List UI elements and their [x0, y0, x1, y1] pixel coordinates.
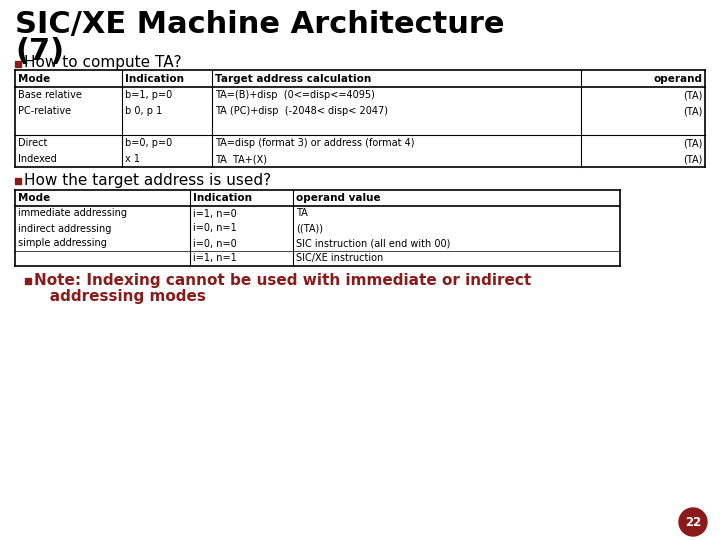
- Bar: [15, 61, 21, 67]
- Bar: [15, 178, 21, 184]
- Text: operand value: operand value: [297, 193, 381, 203]
- Text: addressing modes: addressing modes: [34, 288, 206, 303]
- Text: SIC/XE Machine Architecture: SIC/XE Machine Architecture: [15, 10, 505, 39]
- Text: TA: TA: [297, 208, 308, 219]
- Text: Indication: Indication: [125, 73, 184, 84]
- Text: i=1, n=1: i=1, n=1: [194, 253, 237, 264]
- Text: (TA): (TA): [683, 154, 702, 164]
- Text: b=0, p=0: b=0, p=0: [125, 138, 172, 148]
- Circle shape: [679, 508, 707, 536]
- Text: PC-relative: PC-relative: [18, 106, 71, 116]
- Text: indirect addressing: indirect addressing: [18, 224, 112, 233]
- Text: Mode: Mode: [18, 193, 50, 203]
- Bar: [25, 278, 31, 284]
- Text: simple addressing: simple addressing: [18, 239, 107, 248]
- Text: SIC instruction (all end with 00): SIC instruction (all end with 00): [297, 239, 451, 248]
- Text: (TA): (TA): [683, 106, 702, 116]
- Text: Base relative: Base relative: [18, 90, 82, 100]
- Text: How to compute TA?: How to compute TA?: [24, 56, 181, 71]
- Text: Target address calculation: Target address calculation: [215, 73, 371, 84]
- Text: Indexed: Indexed: [18, 154, 57, 164]
- Text: Note: Indexing cannot be used with immediate or indirect: Note: Indexing cannot be used with immed…: [34, 273, 531, 287]
- Text: i=0, n=0: i=0, n=0: [194, 239, 237, 248]
- Text: operand: operand: [653, 73, 702, 84]
- Text: i=1, n=0: i=1, n=0: [194, 208, 237, 219]
- Text: How the target address is used?: How the target address is used?: [24, 172, 271, 187]
- Text: (TA): (TA): [683, 90, 702, 100]
- Text: (7): (7): [15, 37, 64, 66]
- Text: TA  TA+(X): TA TA+(X): [215, 154, 266, 164]
- Text: TA=(B)+disp  (0<=disp<=4095): TA=(B)+disp (0<=disp<=4095): [215, 90, 374, 100]
- Text: Mode: Mode: [18, 73, 50, 84]
- Text: Direct: Direct: [18, 138, 48, 148]
- Text: i=0, n=1: i=0, n=1: [194, 224, 237, 233]
- Text: x 1: x 1: [125, 154, 140, 164]
- Text: 22: 22: [685, 516, 701, 529]
- Text: SIC/XE instruction: SIC/XE instruction: [297, 253, 384, 264]
- Text: Indication: Indication: [194, 193, 253, 203]
- Text: (TA): (TA): [683, 138, 702, 148]
- Text: TA (PC)+disp  (-2048< disp< 2047): TA (PC)+disp (-2048< disp< 2047): [215, 106, 387, 116]
- Text: b 0, p 1: b 0, p 1: [125, 106, 162, 116]
- Text: immediate addressing: immediate addressing: [18, 208, 127, 219]
- Text: b=1, p=0: b=1, p=0: [125, 90, 172, 100]
- Text: ((TA)): ((TA)): [297, 224, 323, 233]
- Text: TA=disp (format 3) or address (format 4): TA=disp (format 3) or address (format 4): [215, 138, 414, 148]
